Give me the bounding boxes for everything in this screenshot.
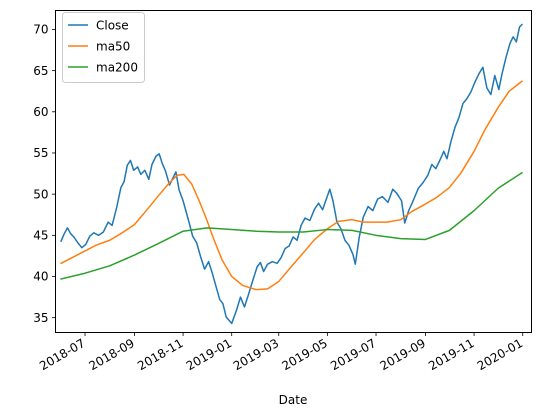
legend-box [62, 12, 145, 83]
x-tick-label: 2019-07 [328, 336, 378, 373]
x-tick-label: 2020-01 [475, 336, 525, 373]
y-tick-label: 35 [33, 311, 48, 325]
axes-layer [55, 10, 532, 333]
y-tick-label: 45 [33, 229, 48, 243]
y-tick-label: 60 [33, 105, 48, 119]
series-layer [60, 23, 523, 325]
plot-frame [55, 10, 532, 333]
series-line-ma200 [60, 171, 523, 280]
x-tick-label: 2019-05 [279, 336, 329, 373]
series-line-close [60, 23, 523, 325]
y-tick-label: 40 [33, 270, 48, 284]
legend-entries: Close ma50 ma200 [68, 18, 138, 74]
series-line-ma50 [60, 80, 523, 291]
x-tick-label: 2019-03 [231, 336, 281, 373]
y-tick-label: 55 [33, 146, 48, 160]
x-tick-label: 2019-09 [378, 336, 428, 373]
legend-label-close: Close [96, 18, 129, 32]
legend: Close ma50 ma200 [62, 12, 145, 83]
y-tick-label: 65 [33, 64, 48, 78]
x-tick-label: 2019-11 [426, 336, 476, 373]
legend-label-ma200: ma200 [96, 60, 138, 74]
y-tick-label: 70 [33, 23, 48, 37]
x-tick-label: 2019-01 [184, 336, 234, 373]
y-tick-label: 50 [33, 187, 48, 201]
x-axis-label: Date [279, 393, 308, 407]
x-tick-label: 2018-09 [87, 336, 137, 373]
legend-label-ma50: ma50 [96, 39, 130, 53]
x-tick-label: 2018-11 [135, 336, 185, 373]
x-tick-label: 2018-07 [37, 336, 87, 373]
